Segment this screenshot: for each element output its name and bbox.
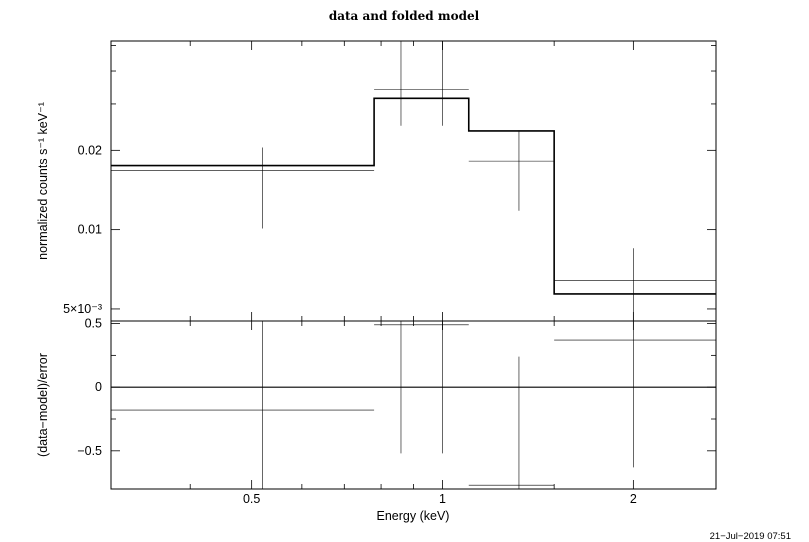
model-step-line (111, 97, 716, 295)
y-tick-label: 0.01 (78, 223, 102, 237)
y-tick-label: −0.5 (77, 444, 102, 458)
timestamp: 21−Jul−2019 07:51 (710, 531, 791, 542)
bottom-y-tick-labels: 0.5 0 −0.5 (77, 317, 102, 458)
residual-point (554, 321, 716, 468)
data-point (374, 41, 443, 126)
top-panel: 5×10⁻³ 0.01 0.02 normalized counts s⁻¹ keV… (36, 40, 717, 322)
x-tick-labels: 0.5 1 2 (243, 492, 637, 506)
residual-point (468, 356, 555, 489)
x-tick-label: 0.5 (243, 492, 260, 506)
bottom-panel-ticks (110, 321, 716, 489)
chart-title: data and folded model (329, 9, 480, 23)
y-tick-label: 0.02 (78, 143, 102, 157)
data-point (468, 130, 555, 211)
top-panel-frame (110, 40, 717, 322)
bottom-y-axis-label: (data−model)/error (36, 353, 50, 457)
residual-point (374, 321, 443, 454)
folded-model (111, 97, 716, 295)
x-tick-label: 2 (630, 492, 637, 506)
data-points (111, 41, 716, 321)
y-tick-label: 0.5 (85, 317, 102, 331)
data-point (111, 147, 375, 229)
x-tick-label: 1 (439, 492, 446, 506)
y-tick-label: 5×10⁻³ (63, 302, 102, 316)
residual-point (442, 321, 469, 454)
y-tick-label: 0 (95, 380, 102, 394)
bottom-panel-frame (110, 320, 717, 490)
data-point (442, 41, 469, 126)
top-y-tick-labels: 5×10⁻³ 0.01 0.02 (63, 143, 102, 316)
top-panel-ticks (110, 41, 716, 321)
data-point (554, 248, 716, 321)
bottom-panel: 0.5 0 −0.5 0.5 1 2 (data−model)/error Energy… (36, 317, 717, 523)
top-y-axis-label: normalized counts s⁻¹ keV⁻¹ (36, 102, 50, 260)
residual-point (111, 321, 375, 489)
x-axis-label: Energy (keV) (377, 509, 450, 523)
residual-points (111, 321, 716, 489)
